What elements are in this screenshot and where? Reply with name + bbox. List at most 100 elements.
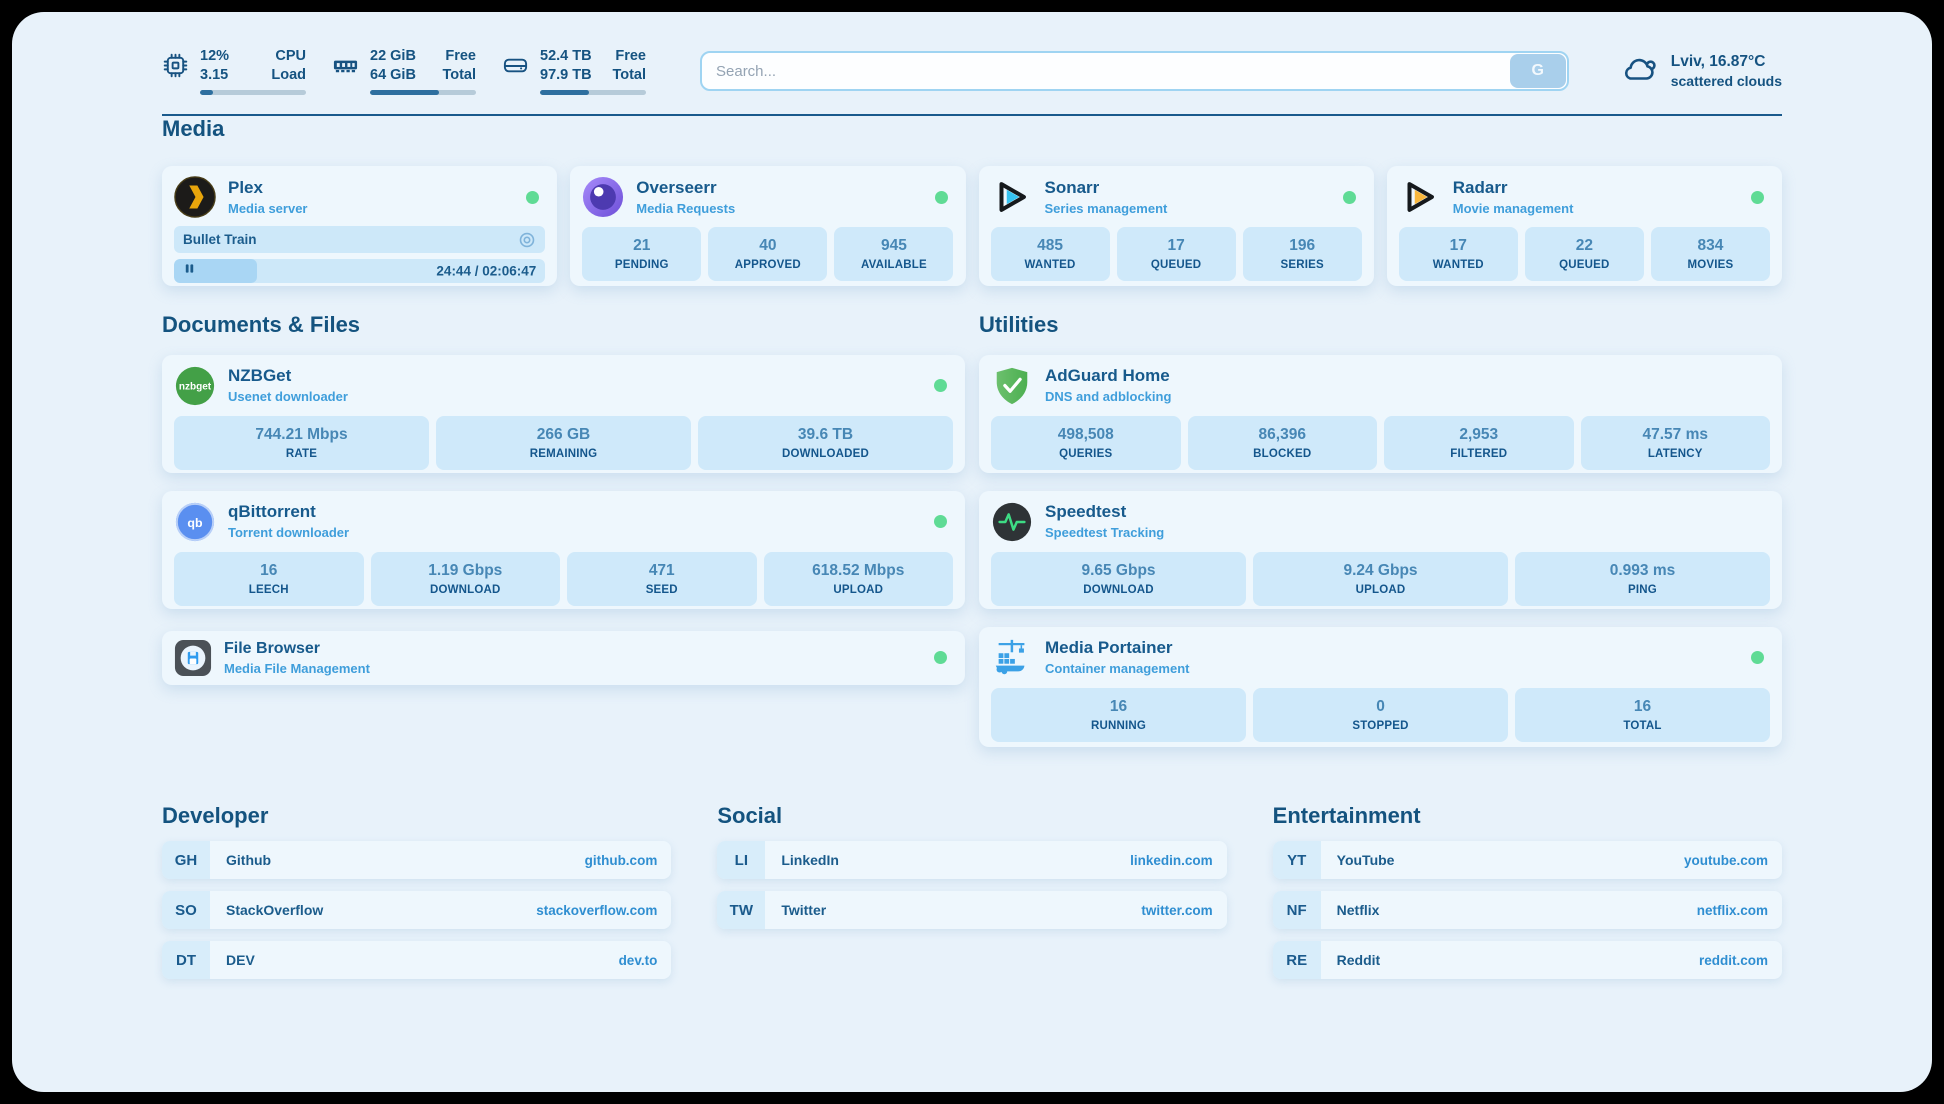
search-input[interactable] [700, 51, 1569, 91]
bookmarks-grid: Developer GH Github github.com SO StackO… [162, 803, 1782, 980]
search-bar: G [700, 51, 1569, 91]
bookmark-abbr: RE [1272, 941, 1321, 980]
bookmark-name: Twitter [781, 902, 827, 919]
app-name: File Browser [224, 639, 321, 657]
bookmark-stackoverflow[interactable]: SO StackOverflow stackoverflow.com [162, 891, 672, 930]
cpu-usage-label: CPU [275, 47, 306, 64]
cpu-load-label: Load [271, 67, 306, 83]
playback-time: 24:44 / 02:06:47 [436, 263, 537, 279]
bookmark-linkedin[interactable]: LI LinkedIn linkedin.com [717, 841, 1227, 880]
memory-total-value: 64 GiB [370, 67, 416, 83]
app-card-overseerr[interactable]: Overseerr Media Requests 21 PENDING 40 APP… [570, 166, 966, 287]
svg-text:qb: qb [187, 516, 203, 530]
bookmark-name: Netflix [1336, 902, 1380, 919]
now-playing-row: Bullet Train [174, 226, 546, 254]
app-name: NZBGet [228, 366, 292, 386]
memory-widget: 22 GiB 64 GiB Free Total [332, 47, 476, 96]
search-engine-button[interactable]: G [1509, 54, 1566, 88]
app-card-sonarr[interactable]: Sonarr Series management 485 WANTED 17 QUE… [978, 166, 1374, 287]
status-dot [934, 379, 947, 393]
stat-tile: 17 QUEUED [1116, 227, 1236, 282]
app-card-radarr[interactable]: Radarr Movie management 17 WANTED 22 QUEUE… [1386, 166, 1782, 287]
radarr-icon [1399, 176, 1441, 218]
app-subtitle: DNS and adblocking [1045, 389, 1172, 405]
bookmark-group-entertainment: Entertainment YT YouTube youtube.com NF … [1272, 803, 1782, 980]
stat-tile: 618.52 Mbps UPLOAD [763, 551, 953, 606]
disk-total-label: Total [612, 67, 646, 83]
app-name: Speedtest [1045, 502, 1127, 522]
section-title-documents: Documents & Files [162, 312, 361, 338]
stat-tile: 1.19 Gbps DOWNLOAD [370, 551, 560, 606]
stat-tile: 9.65 Gbps DOWNLOAD [991, 551, 1246, 606]
bookmark-dev[interactable]: DT DEV dev.to [162, 941, 672, 980]
documents-column: Documents & Files nzbget NZBGet Usenet d [162, 312, 965, 685]
bookmark-abbr: TW [717, 891, 766, 930]
disk-free-label: Free [615, 47, 646, 64]
app-subtitle: Movie management [1452, 200, 1574, 216]
qbittorrent-icon: qb [174, 501, 216, 543]
bookmark-url: github.com [584, 852, 658, 868]
app-card-qbittorrent[interactable]: qb qBittorrent Torrent downloader 16 LEEC… [162, 490, 965, 609]
stat-tile: 498,508 QUERIES [991, 415, 1181, 470]
bookmark-github[interactable]: GH Github github.com [162, 841, 672, 880]
memory-icon [332, 52, 359, 84]
bookmark-netflix[interactable]: NF Netflix netflix.com [1272, 891, 1782, 930]
bookmark-group-social: Social LI LinkedIn linkedin.com TW Twitt… [717, 803, 1227, 979]
app-card-plex[interactable]: Plex Media server Bullet Train [162, 166, 558, 287]
stat-tile: 471 SEED [567, 551, 757, 606]
bookmark-reddit[interactable]: RE Reddit reddit.com [1272, 941, 1782, 980]
app-card-speedtest[interactable]: Speedtest Speedtest Tracking 9.65 Gbps DO… [979, 490, 1782, 609]
memory-total-label: Total [442, 67, 476, 83]
stat-tile: 16 LEECH [174, 551, 364, 606]
status-dot [1342, 190, 1356, 204]
utilities-column: Utilities AdGuard Home [979, 312, 1782, 747]
app-subtitle: Media server [228, 200, 308, 216]
overseerr-icon [582, 176, 624, 218]
bookmark-abbr: YT [1272, 841, 1321, 880]
stat-tile: 40 APPROVED [708, 227, 828, 282]
bookmark-twitter[interactable]: TW Twitter twitter.com [717, 891, 1227, 930]
stat-tile: 196 SERIES [1242, 227, 1362, 282]
status-dot [526, 190, 540, 204]
disk-icon [502, 52, 529, 84]
app-card-filebrowser[interactable]: File Browser Media File Management [162, 630, 965, 685]
bookmark-abbr: SO [162, 891, 210, 930]
app-card-portainer[interactable]: Media Portainer Container management 16 R… [979, 626, 1782, 747]
app-name: AdGuard Home [1045, 366, 1170, 386]
stat-tile: 9.24 Gbps UPLOAD [1253, 551, 1508, 606]
stat-tile: 16 RUNNING [991, 687, 1246, 742]
stat-tile: 834 MOVIES [1650, 227, 1770, 282]
session-camera-icon [518, 231, 536, 249]
stat-tile: 47.57 ms LATENCY [1580, 415, 1770, 470]
stat-tile: 21 PENDING [582, 227, 702, 282]
top-bar: 12% 3.15 CPU Load [162, 42, 1782, 100]
status-dot [934, 190, 948, 204]
app-name: Sonarr [1044, 178, 1100, 198]
bookmark-url: youtube.com [1683, 852, 1768, 868]
app-subtitle: Media Requests [636, 200, 736, 216]
stat-tile: 39.6 TB DOWNLOADED [698, 415, 953, 470]
app-card-adguard[interactable]: AdGuard Home DNS and adblocking 498,508 Q… [979, 354, 1782, 473]
cpu-progress-bar [200, 90, 306, 96]
sonarr-icon [991, 176, 1033, 218]
status-dot [1751, 651, 1764, 665]
bookmark-youtube[interactable]: YT YouTube youtube.com [1272, 841, 1782, 880]
status-dot [934, 651, 947, 665]
app-card-nzbget[interactable]: nzbget NZBGet Usenet downloader 744.21 M… [162, 354, 965, 473]
now-playing-title: Bullet Train [183, 232, 257, 248]
stat-tile: 485 WANTED [990, 227, 1110, 282]
weather-condition: scattered clouds [1670, 73, 1782, 89]
app-subtitle: Torrent downloader [228, 525, 350, 541]
stat-tile: 266 GB REMAINING [436, 415, 691, 470]
app-name: Overseerr [636, 178, 717, 198]
app-subtitle: Series management [1044, 200, 1168, 216]
bookmark-abbr: GH [162, 841, 210, 880]
cloud-icon [1619, 52, 1659, 90]
speedtest-icon [991, 501, 1033, 543]
memory-free-value: 22 GiB [370, 47, 416, 64]
disk-widget: 52.4 TB 97.9 TB Free Total [502, 47, 646, 96]
section-title-utilities: Utilities [979, 312, 1059, 338]
app-name: Plex [228, 178, 263, 198]
header-divider [162, 114, 1782, 116]
weather-widget: Lviv, 16.87°C scattered clouds [1619, 52, 1782, 90]
